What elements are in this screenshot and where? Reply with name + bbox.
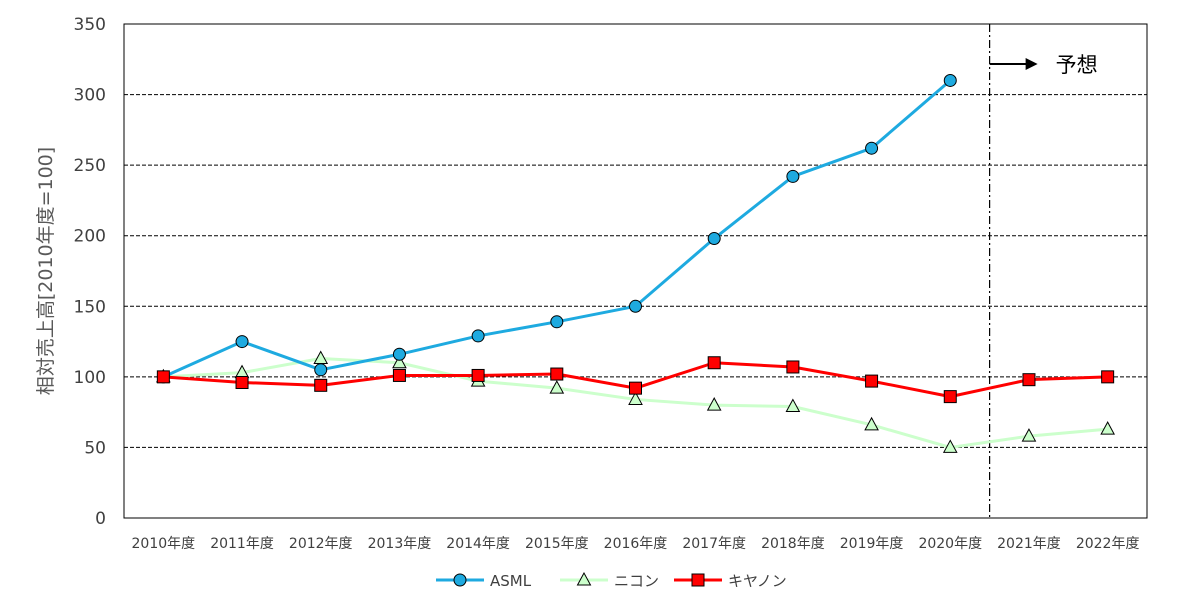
series-ASML: [156, 73, 957, 384]
data-point-ニコン-2018年度: [785, 398, 801, 412]
data-point-ASML-2017年度: [707, 232, 721, 246]
x-tick-label: 2017年度: [682, 536, 746, 552]
x-tick-label: 2015年度: [525, 536, 589, 552]
x-tick-label: 2010年度: [132, 536, 196, 552]
data-point-ASML-2012年度: [314, 363, 328, 377]
legend-swatch-marker: [453, 573, 467, 587]
legend-item-キヤノン: キヤノン: [674, 572, 787, 590]
y-tick-label: 200: [74, 227, 106, 247]
y-tick-label: 150: [74, 297, 106, 317]
data-point-ASML-2016年度: [629, 299, 642, 313]
data-point-ASML-2013年度: [392, 347, 406, 361]
data-point-キヤノン-2015年度: [550, 367, 564, 381]
legend: ASML ニコン キヤノン: [436, 571, 787, 590]
data-point-キヤノン-2013年度: [392, 368, 406, 382]
data-point-キヤノン-2021年度: [1022, 373, 1036, 387]
y-tick-label: 350: [74, 15, 106, 35]
y-axis-label: 相対売上高[2010年度=100]: [35, 147, 57, 395]
legend-label: キヤノン: [728, 572, 787, 590]
data-point-ニコン-2022年度: [1100, 421, 1115, 435]
forecast-arrowhead-icon: [1025, 58, 1038, 70]
x-tick-label: 2011年度: [210, 536, 274, 552]
data-point-ニコン-2015年度: [549, 380, 565, 394]
data-point-ASML-2020年度: [943, 73, 957, 87]
data-point-ニコン-2019年度: [864, 416, 879, 431]
data-point-ASML-2011年度: [235, 335, 249, 349]
series-キヤノン: [156, 356, 1115, 404]
data-point-ASML-2015年度: [550, 315, 564, 329]
y-tick-label: 0: [95, 509, 106, 529]
legend-item-ニコン: ニコン: [560, 571, 659, 590]
data-point-ASML-2018年度: [786, 169, 800, 183]
y-tick-label: 250: [74, 156, 106, 176]
data-point-キヤノン-2012年度: [314, 378, 328, 392]
x-tick-label: 2019年度: [840, 536, 904, 552]
forecast-label: 予想: [1056, 53, 1098, 77]
series-line-ASML: [162, 79, 952, 379]
data-point-ASML-2019年度: [865, 141, 879, 155]
data-point-キヤノン-2011年度: [235, 376, 249, 390]
forecast-annotation: 予想: [989, 24, 1098, 518]
data-point-キヤノン-2018年度: [786, 360, 800, 374]
data-point-ニコン-2017年度: [706, 397, 722, 411]
data-point-ニコン-2016年度: [628, 391, 643, 405]
data-point-ニコン-2020年度: [942, 439, 958, 453]
x-tick-label: 2021年度: [997, 536, 1061, 552]
series-ニコン: [156, 350, 1115, 453]
x-axis-ticks: 2010年度 2011年度 2012年度 2013年度 2014年度 2015年度 2016…: [132, 536, 1140, 552]
plot-area-frame: [123, 23, 1148, 519]
x-tick-label: 2016年度: [604, 536, 668, 552]
data-point-キヤノン-2016年度: [629, 381, 642, 395]
x-tick-label: 2020年度: [918, 536, 982, 552]
data-point-キヤノン-2010年度: [156, 370, 170, 384]
y-tick-label: 50: [84, 438, 106, 458]
data-point-キヤノン-2019年度: [865, 374, 879, 388]
data-point-キヤノン-2014年度: [471, 368, 485, 382]
series-group: [156, 73, 1115, 453]
y-tick-label: 100: [74, 368, 106, 388]
data-point-ニコン-2021年度: [1021, 428, 1037, 442]
y-axis-ticks: 0 50 100 150 200 250 300 350: [74, 15, 106, 529]
legend-swatch-marker: [691, 573, 705, 587]
x-tick-label: 2018年度: [761, 536, 825, 552]
data-point-ASML-2014年度: [471, 329, 485, 343]
x-tick-label: 2013年度: [368, 536, 432, 552]
y-tick-label: 300: [74, 86, 106, 106]
data-point-キヤノン-2020年度: [943, 390, 957, 404]
legend-label: ニコン: [614, 572, 659, 590]
legend-label: ASML: [490, 572, 532, 590]
x-tick-label: 2012年度: [289, 536, 353, 552]
data-point-ニコン-2013年度: [392, 354, 407, 369]
x-tick-label: 2014年度: [446, 536, 510, 552]
legend-item-ASML: ASML: [436, 572, 532, 590]
data-point-キヤノン-2017年度: [707, 356, 721, 370]
data-point-キヤノン-2022年度: [1101, 370, 1115, 384]
legend-swatch-marker: [576, 571, 592, 586]
x-tick-label: 2022年度: [1076, 536, 1140, 552]
